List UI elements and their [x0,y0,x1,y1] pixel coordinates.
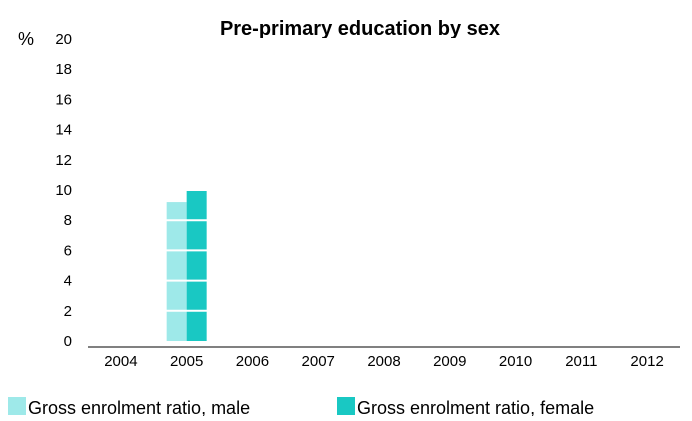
y-tick-label: 10 [55,182,72,199]
x-tick-label: 2004 [104,353,137,370]
x-tick-label: 2010 [499,353,532,370]
y-tick-label: 0 [64,333,72,350]
x-axis-ticks: 2004 2005 2006 2007 2008 2009 2010 2011 2012 [104,353,664,370]
y-tick-label: 20 [55,31,72,48]
x-tick-label: 2009 [433,353,466,370]
y-tick-label: 14 [55,122,72,139]
x-tick-label: 2007 [302,353,335,370]
bar-female-2005 [186,190,207,341]
y-tick-label: 4 [64,273,72,290]
x-tick-label: 2008 [367,353,400,370]
bar-male-2005 [166,202,187,341]
legend: Gross enrolment ratio, male Gross enrolm… [8,397,594,418]
x-tick-label: 2006 [236,353,269,370]
legend-swatch-female [337,397,355,415]
y-tick-label: 6 [64,242,72,259]
legend-label-male: Gross enrolment ratio, male [28,398,250,416]
x-tick-label: 2005 [170,353,203,370]
y-tick-label: 18 [55,61,72,78]
y-tick-label: 8 [64,212,72,229]
y-tick-label: 2 [64,303,72,320]
x-tick-label: 2011 [565,353,597,370]
legend-swatch-male [8,397,26,415]
bars-group [88,38,680,341]
y-axis-unit-label: % [18,29,34,49]
x-tick-label: 2012 [630,353,663,370]
chart-title: Pre-primary education by sex [220,18,500,40]
legend-label-female: Gross enrolment ratio, female [357,398,594,416]
y-tick-label: 16 [55,91,72,108]
y-axis-ticks: 0 2 4 6 8 10 12 14 16 18 20 [55,31,72,350]
y-tick-label: 12 [55,152,72,169]
